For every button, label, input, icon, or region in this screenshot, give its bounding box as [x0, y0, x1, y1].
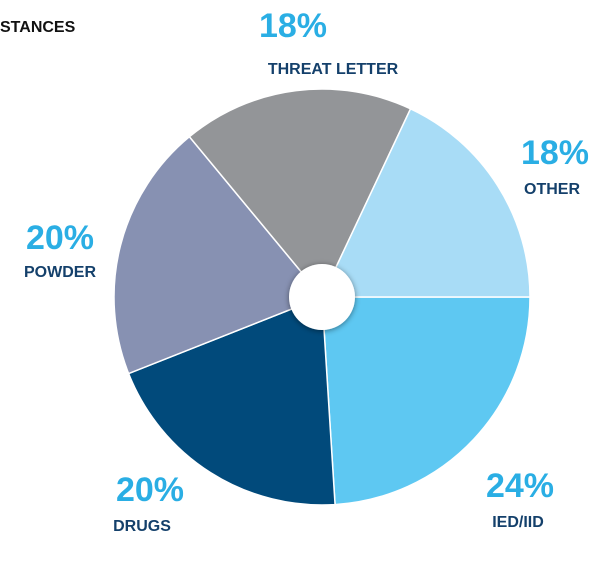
value-label: 20%	[26, 219, 94, 257]
pie-slice	[127, 295, 336, 506]
pie-slice	[321, 296, 531, 506]
category-label: POWDER	[24, 264, 96, 281]
pie-slice	[188, 88, 412, 299]
category-label: IED/IID	[492, 514, 544, 531]
value-label: 18%	[259, 7, 327, 45]
category-label: OTHER	[524, 181, 580, 198]
value-label: 24%	[486, 467, 554, 505]
value-label: 20%	[116, 471, 184, 509]
chart-title: STANCES	[0, 19, 76, 36]
pie-slice	[320, 107, 531, 298]
category-label: THREAT LETTER	[268, 61, 399, 78]
category-label: DRUGS	[113, 518, 171, 535]
pie-slice	[113, 135, 324, 375]
value-label: 18%	[521, 134, 589, 172]
center-hole	[289, 264, 355, 330]
